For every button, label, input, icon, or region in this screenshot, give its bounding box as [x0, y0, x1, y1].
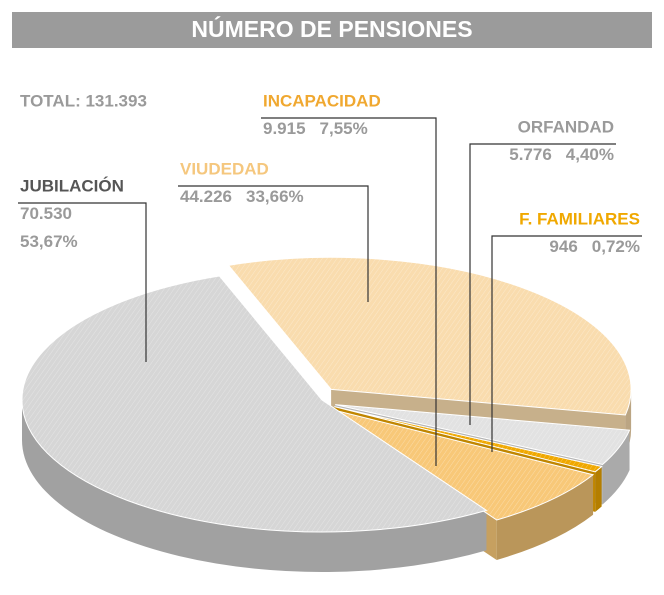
value-label: 5.776 4,40%: [509, 145, 614, 164]
slice-side: [595, 466, 602, 512]
title-bar: [12, 12, 652, 48]
leader-line: [178, 185, 369, 302]
value-label: 70.530 53,67%: [20, 204, 78, 251]
value-label: 946 0,72%: [549, 237, 640, 256]
count-label: 70.530: [20, 204, 72, 223]
count-label: 5.776: [509, 145, 552, 164]
value-label: 9.915 7,55%: [263, 119, 368, 138]
share-label: 53,67%: [20, 232, 78, 251]
slice-texture: [332, 409, 594, 520]
share-label: 33,66%: [246, 187, 304, 206]
leader-line: [469, 143, 616, 425]
category-label: ORFANDAD: [518, 117, 614, 136]
share-label: 7,55%: [320, 119, 368, 138]
leader-line: [261, 117, 437, 466]
category-label: F. FAMILIARES: [519, 209, 640, 228]
count-label: 9.915: [263, 119, 306, 138]
slice-texture: [334, 406, 602, 472]
slice-texture: [21, 275, 487, 532]
slice-texture: [228, 257, 632, 415]
slice-texture: [335, 404, 630, 465]
share-label: 0,72%: [592, 237, 640, 256]
chart-title: NÚMERO DE PENSIONES: [191, 15, 472, 42]
leader-line: [491, 235, 642, 452]
pie: [21, 256, 632, 573]
share-label: 4,40%: [566, 145, 614, 164]
slice-side: [22, 400, 487, 573]
count-label: 946: [549, 237, 577, 256]
count-label: 44.226: [180, 187, 232, 206]
leader-line: [18, 202, 147, 362]
total: TOTAL: 131.393: [20, 91, 147, 110]
value-label: 44.226 33,66%: [180, 187, 304, 206]
category-label: VIUDEDAD: [180, 159, 269, 178]
category-label: JUBILACIÓN: [20, 176, 124, 195]
slice-side: [602, 430, 630, 505]
slice-side: [496, 474, 594, 560]
category-label: INCAPACIDAD: [263, 91, 381, 110]
labels: VIUDEDAD 44.226 33,66% ORFANDAD 5.776 4,40% F.…: [18, 91, 642, 466]
